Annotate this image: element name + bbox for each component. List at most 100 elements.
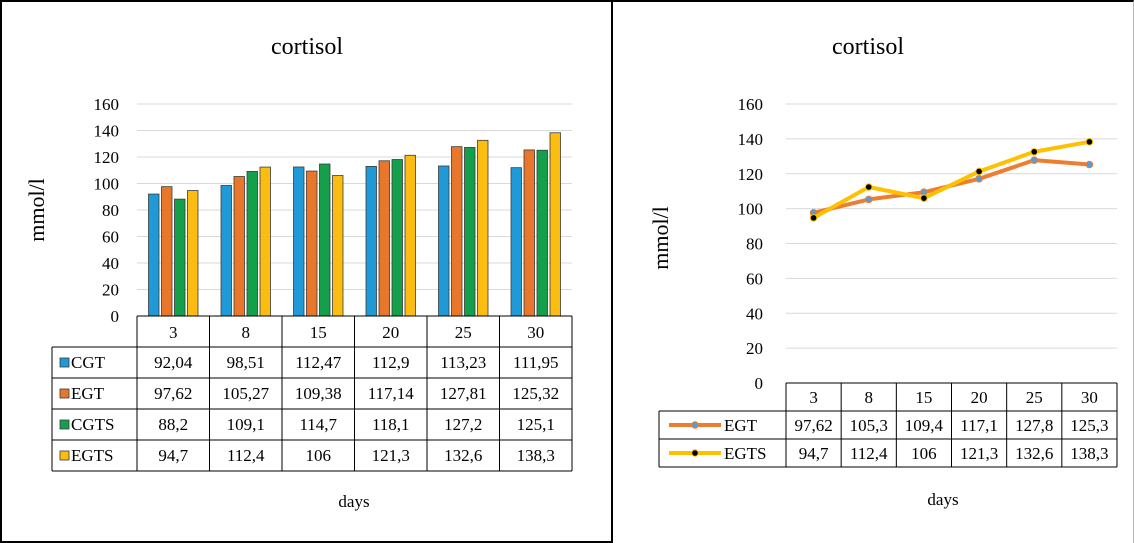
y-tick-label: 140 [94, 122, 120, 141]
table-cell: 94,7 [158, 446, 188, 465]
y-tick-label: 0 [755, 374, 764, 393]
table-cell: 132,6 [1015, 444, 1053, 463]
legend-label: EGTS [71, 446, 114, 465]
table-cell: 121,3 [372, 446, 410, 465]
y-tick-label: 60 [102, 228, 119, 247]
bar [233, 176, 245, 317]
table-cell: 112,4 [850, 444, 888, 463]
x-tick-label: 8 [865, 388, 874, 407]
table-cell: 127,81 [440, 384, 487, 403]
x-tick-label: 25 [455, 323, 472, 342]
bar [549, 132, 561, 317]
table-cell: 132,6 [444, 446, 482, 465]
table-cell: 109,1 [227, 415, 265, 434]
y-tick-label: 40 [746, 304, 763, 323]
table-cell: 125,1 [517, 415, 555, 434]
bar [319, 163, 331, 317]
data-point [864, 183, 873, 191]
bar [464, 147, 476, 317]
legend-label: CGTS [71, 415, 114, 434]
line-chart: cortisol mmol/l 0 20 40 60 80 100 120 140 160 3 8 15 2… [648, 34, 1118, 509]
chart-title: cortisol [832, 34, 904, 60]
bar [536, 149, 548, 317]
x-axis-label: days [927, 490, 958, 509]
bar [187, 190, 199, 317]
chart-title: cortisol [271, 34, 343, 60]
data-point [975, 175, 983, 183]
bar [510, 167, 522, 317]
x-tick-label: 8 [242, 323, 251, 342]
bar [293, 166, 305, 317]
table-cell: 112,9 [372, 353, 410, 372]
table-cell: 117,1 [960, 416, 998, 435]
y-tick-label: 0 [111, 307, 120, 326]
table-cell: 109,38 [295, 384, 342, 403]
legend-swatch [59, 419, 70, 430]
bar [161, 186, 173, 317]
table-cell: 88,2 [158, 415, 188, 434]
table-cell: 106 [306, 446, 332, 465]
table-cell: 92,04 [154, 353, 193, 372]
table-cell: 127,8 [1015, 416, 1053, 435]
bar [404, 154, 416, 317]
x-axis-label: days [338, 492, 369, 511]
legend-swatch [59, 357, 70, 368]
line-chart-panel: cortisol mmol/l 0 20 40 60 80 100 120 140 160 3 8 15 2… [613, 0, 1134, 543]
table-cell: 112,4 [227, 446, 265, 465]
y-tick-label: 60 [746, 269, 763, 288]
x-tick-label: 20 [971, 388, 988, 407]
data-point [920, 194, 928, 202]
table-cell: 121,3 [960, 444, 998, 463]
y-tick-label: 120 [738, 165, 764, 184]
table-cell: 106 [911, 444, 937, 463]
x-tick-label: 3 [809, 388, 818, 407]
table-cell: 118,1 [372, 415, 410, 434]
legend-marker [691, 421, 699, 429]
legend-marker [691, 449, 699, 457]
y-tick-label: 40 [102, 254, 119, 273]
table-cell: 111,95 [513, 353, 559, 372]
y-axis-label: mmol/l [24, 178, 49, 242]
x-tick-label: 25 [1026, 388, 1043, 407]
x-tick-label: 30 [1081, 388, 1098, 407]
data-point [975, 167, 983, 176]
y-tick-label: 80 [102, 201, 119, 220]
table-cell: 113,23 [440, 353, 486, 372]
bar [220, 185, 232, 317]
table-cell: 114,7 [299, 415, 337, 434]
x-tick-label: 20 [382, 323, 399, 342]
data-point [1030, 156, 1039, 164]
y-tick-label: 80 [746, 235, 763, 254]
legend-swatch [59, 388, 70, 399]
table-cell: 125,32 [512, 384, 559, 403]
bar [332, 175, 344, 317]
bar [306, 170, 318, 317]
y-tick-label: 160 [94, 95, 120, 114]
bar [246, 171, 258, 317]
y-tick-label: 160 [738, 95, 764, 114]
data-point [809, 214, 818, 222]
bar [477, 139, 489, 317]
legend-label: CGT [71, 353, 106, 372]
table-cell: 138,3 [1070, 444, 1108, 463]
table-cell: 117,14 [368, 384, 415, 403]
y-tick-label: 20 [746, 339, 763, 358]
x-tick-label: 15 [310, 323, 327, 342]
legend-label: EGT [71, 384, 105, 403]
bar [148, 193, 160, 317]
table-cell: 105,27 [222, 384, 269, 403]
data-point [1085, 138, 1094, 146]
bar [174, 198, 186, 317]
table-cell: 105,3 [850, 416, 888, 435]
series-line [811, 139, 1092, 220]
y-tick-label: 20 [102, 281, 119, 300]
y-tick-label: 140 [738, 130, 764, 149]
table-cell: 112,47 [295, 353, 342, 372]
y-tick-label: 100 [738, 200, 764, 219]
legend-label: EGTS [724, 444, 767, 463]
table-cell: 138,3 [517, 446, 555, 465]
data-point [1085, 160, 1094, 169]
legend-swatch [59, 450, 70, 461]
table-cell: 125,3 [1070, 416, 1108, 435]
table-cell: 97,62 [794, 416, 832, 435]
